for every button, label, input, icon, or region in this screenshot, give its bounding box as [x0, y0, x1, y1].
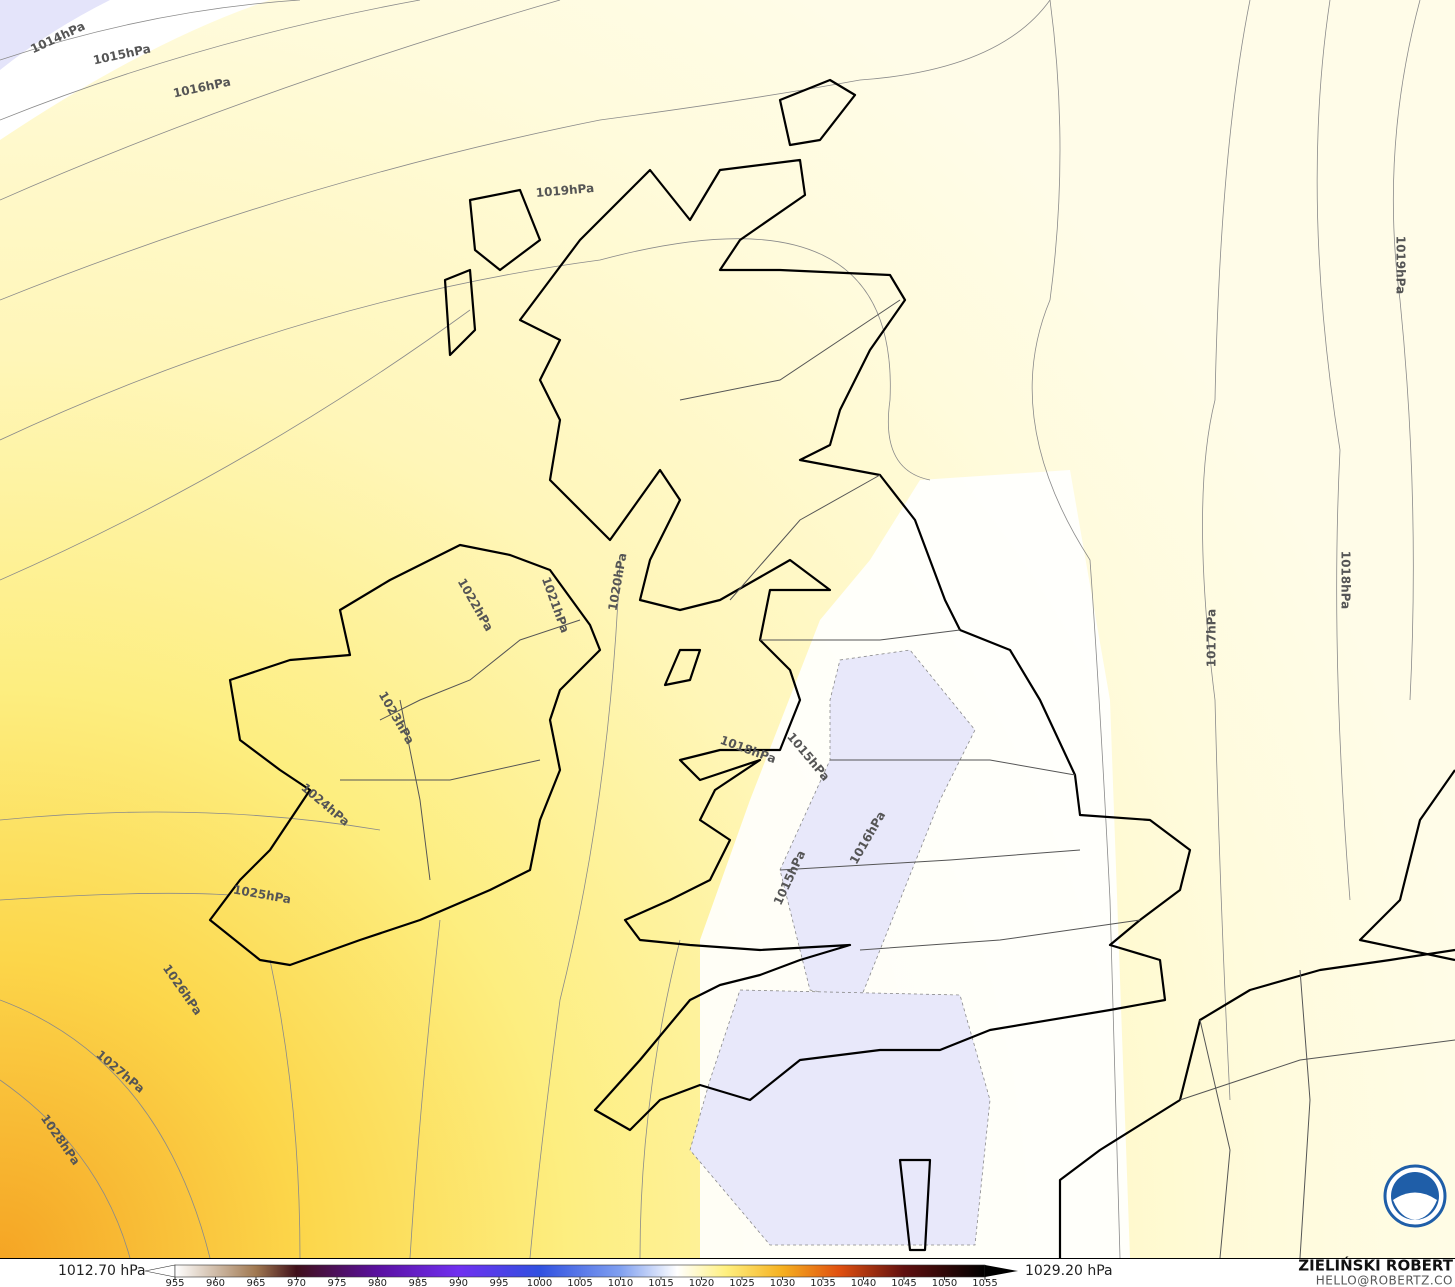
- colorbar-tick-label: 990: [449, 1278, 468, 1287]
- colorbar-tick-label: 1000: [527, 1278, 552, 1287]
- colorbar-tick-label: 995: [489, 1278, 508, 1287]
- colorbar-tick-label: 1010: [608, 1278, 633, 1287]
- isobar-label: 1019hPa: [535, 181, 595, 200]
- isobar-label: 1019hPa: [1394, 236, 1408, 295]
- colorbar-tick-label: 960: [206, 1278, 225, 1287]
- colorbar-tick-label: 1015: [648, 1278, 673, 1287]
- colorbar-ticks: 955 960 965 970 975 980 985 990 995 1000 1005 1010 1…: [165, 1277, 998, 1287]
- colorbar-tick-label: 1030: [770, 1278, 795, 1287]
- legend-max: 1029.20 hPa: [1025, 1263, 1113, 1279]
- noaa-logo: [1383, 1164, 1447, 1228]
- colorbar-tick-label: 1055: [972, 1278, 997, 1287]
- map-background: [0, 0, 1455, 1258]
- colorbar-tick-label: 1005: [567, 1278, 592, 1287]
- colorbar-tick-label: 1035: [810, 1278, 835, 1287]
- colorbar-tick-label: 970: [287, 1278, 306, 1287]
- legend-min: 1012.70 hPa: [58, 1263, 146, 1279]
- author: ZIELIŃSKI ROBERT: [1298, 1256, 1453, 1275]
- isobar-label: 1017hPa: [1205, 609, 1219, 668]
- colorbar-tick-label: 985: [408, 1278, 427, 1287]
- colorbar-tick-label: 1025: [729, 1278, 754, 1287]
- colorbar-tick-label: 1020: [689, 1278, 714, 1287]
- colorbar-tick-label: 955: [165, 1278, 184, 1287]
- colorbar: [174, 1264, 986, 1278]
- colorbar-tick-label: 980: [368, 1278, 387, 1287]
- isobar-label: 1018hPa: [1339, 551, 1353, 610]
- legend: 1012.70 hPa 1029.20 hPa 955 960 965 970 975 9…: [0, 1256, 1455, 1287]
- colorbar-end: [985, 1265, 1018, 1277]
- colorbar-tick-label: 975: [327, 1278, 346, 1287]
- region-borders: [340, 299, 1455, 1259]
- email: HELLO@ROBERTZ.CO: [1316, 1274, 1453, 1287]
- colorbar-tick-label: 1050: [932, 1278, 957, 1287]
- colorbar-tick-label: 1045: [891, 1278, 916, 1287]
- colorbar-tick-label: 965: [246, 1278, 265, 1287]
- isobars: [0, 0, 1421, 1259]
- colorbar-tick-label: 1040: [851, 1278, 876, 1287]
- coastlines: [208, 78, 1455, 1258]
